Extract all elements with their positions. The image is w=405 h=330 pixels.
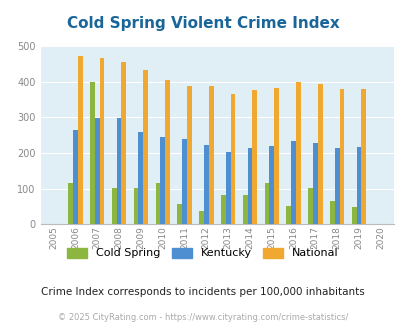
Bar (100, 58, 104, 224)
Text: Cold Spring Violent Crime Index: Cold Spring Violent Crime Index (66, 16, 339, 31)
Bar (155, 183, 160, 224)
Bar (242, 195, 247, 224)
Text: Crime Index corresponds to incidents per 100,000 inhabitants: Crime Index corresponds to incidents per… (41, 287, 364, 297)
Bar (290, 141, 295, 224)
Bar (90, 82, 95, 224)
Bar (307, 188, 312, 224)
Bar (143, 70, 148, 224)
Bar (351, 207, 356, 224)
Bar (165, 80, 169, 224)
Text: © 2025 CityRating.com - https://www.cityrating.com/crime-statistics/: © 2025 CityRating.com - https://www.city… (58, 313, 347, 322)
Bar (78, 56, 83, 224)
Bar (334, 148, 339, 224)
Bar (73, 130, 78, 224)
Bar (112, 188, 116, 224)
Bar (273, 87, 278, 224)
Bar (252, 90, 256, 224)
Bar (247, 148, 252, 224)
Bar (360, 89, 365, 224)
Legend: Cold Spring, Kentucky, National: Cold Spring, Kentucky, National (67, 248, 338, 258)
Bar (95, 118, 100, 224)
Bar (312, 143, 317, 224)
Bar (356, 147, 360, 224)
Bar (121, 61, 126, 224)
Bar (208, 86, 213, 224)
Bar (264, 183, 269, 224)
Bar (339, 89, 343, 224)
Bar (295, 82, 300, 224)
Bar (220, 195, 225, 224)
Bar (177, 204, 182, 224)
Bar (182, 139, 186, 224)
Bar (198, 211, 203, 224)
Bar (116, 118, 121, 224)
Bar (269, 146, 273, 224)
Bar (230, 94, 235, 224)
Bar (317, 84, 322, 224)
Bar (186, 86, 191, 224)
Bar (160, 137, 165, 224)
Bar (133, 188, 138, 224)
Bar (138, 132, 143, 224)
Bar (329, 201, 334, 224)
Bar (203, 145, 208, 224)
Bar (68, 183, 73, 224)
Bar (225, 152, 230, 224)
Bar (286, 206, 290, 224)
